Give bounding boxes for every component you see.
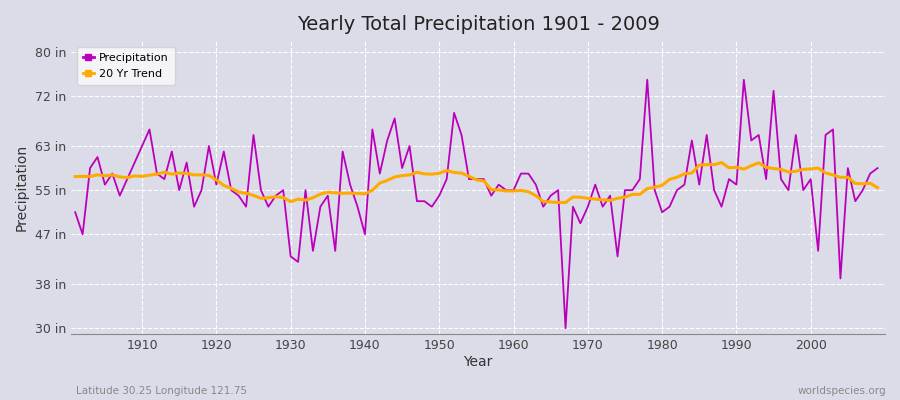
Title: Yearly Total Precipitation 1901 - 2009: Yearly Total Precipitation 1901 - 2009 bbox=[297, 15, 660, 34]
Text: Latitude 30.25 Longitude 121.75: Latitude 30.25 Longitude 121.75 bbox=[76, 386, 248, 396]
Legend: Precipitation, 20 Yr Trend: Precipitation, 20 Yr Trend bbox=[77, 47, 175, 85]
X-axis label: Year: Year bbox=[464, 355, 493, 369]
Text: worldspecies.org: worldspecies.org bbox=[798, 386, 886, 396]
Y-axis label: Precipitation: Precipitation bbox=[15, 144, 29, 231]
